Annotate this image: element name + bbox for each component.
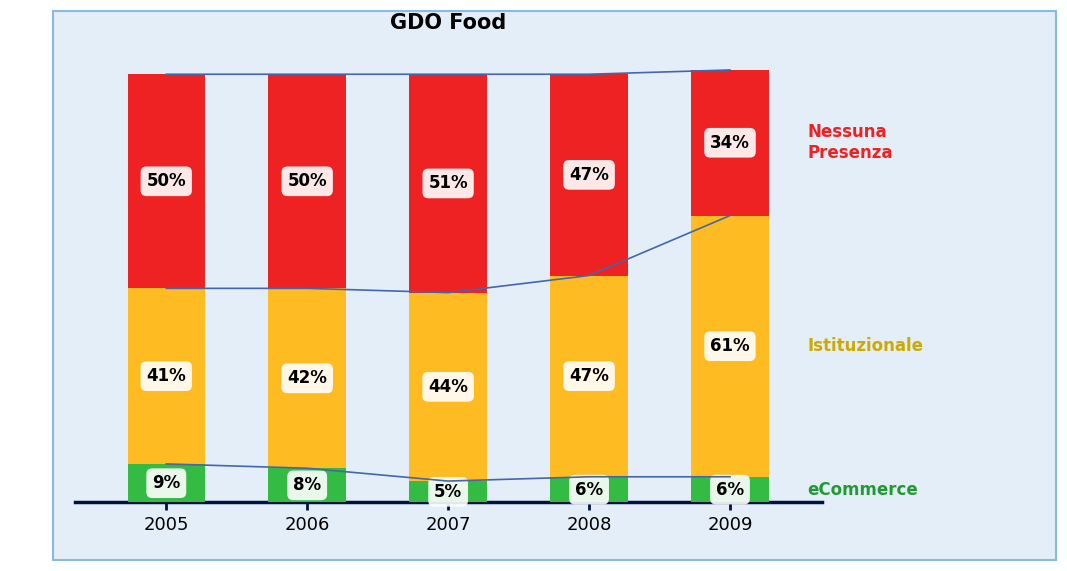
Text: 6%: 6%	[716, 481, 744, 498]
Bar	[551, 74, 627, 276]
Bar	[128, 288, 205, 464]
Text: 47%: 47%	[569, 166, 609, 184]
Title: GDO Food: GDO Food	[391, 13, 506, 33]
Bar	[269, 74, 346, 288]
Bar	[410, 481, 487, 502]
Bar	[691, 216, 768, 477]
Text: 9%: 9%	[153, 474, 180, 492]
Text: eCommerce: eCommerce	[808, 481, 919, 498]
Text: 51%: 51%	[428, 174, 468, 192]
Bar	[410, 293, 487, 481]
Text: 44%: 44%	[428, 378, 468, 396]
Bar	[691, 477, 768, 502]
Bar	[551, 276, 627, 477]
Bar	[410, 74, 487, 292]
Text: Nessuna
Presenza: Nessuna Presenza	[808, 123, 893, 162]
Text: 6%: 6%	[575, 481, 603, 498]
Bar	[269, 288, 346, 468]
Text: 50%: 50%	[146, 172, 186, 190]
Text: 34%: 34%	[710, 134, 750, 152]
Bar	[691, 70, 768, 216]
Text: 50%: 50%	[287, 172, 327, 190]
Text: 5%: 5%	[434, 482, 462, 501]
Bar	[269, 468, 346, 502]
Text: 41%: 41%	[146, 367, 186, 385]
Text: 42%: 42%	[287, 369, 328, 387]
Text: 8%: 8%	[293, 476, 321, 494]
Bar	[128, 74, 205, 288]
Bar	[551, 477, 627, 502]
Bar	[128, 464, 205, 502]
Text: 61%: 61%	[711, 337, 750, 355]
Text: 47%: 47%	[569, 367, 609, 385]
Text: Istituzionale: Istituzionale	[808, 337, 924, 355]
